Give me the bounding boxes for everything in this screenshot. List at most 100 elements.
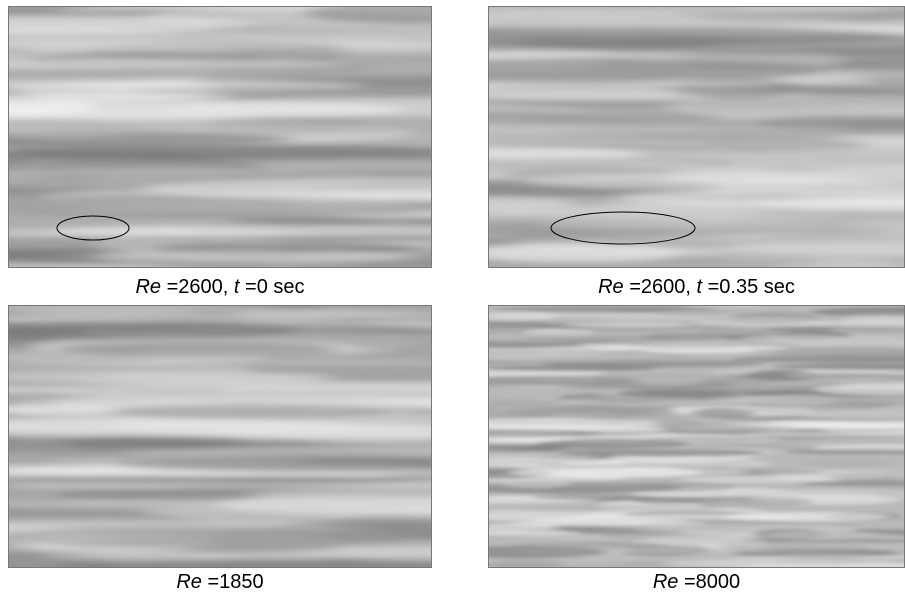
streak xyxy=(493,306,715,313)
streak xyxy=(488,347,627,355)
streak xyxy=(731,555,905,560)
streak xyxy=(640,389,798,397)
streak xyxy=(138,178,432,201)
caption-part: =2600, xyxy=(161,276,234,298)
streak xyxy=(655,309,735,317)
streak xyxy=(724,512,891,522)
streak xyxy=(571,482,738,492)
streak xyxy=(8,526,419,548)
caption-part: Re xyxy=(653,571,679,593)
streak xyxy=(638,141,881,151)
streak xyxy=(8,145,432,161)
streak xyxy=(501,479,572,488)
streak xyxy=(700,317,855,322)
streak xyxy=(666,441,781,448)
highlight-ellipse xyxy=(550,211,696,245)
streak xyxy=(225,216,432,224)
streak xyxy=(821,422,905,435)
streak xyxy=(125,86,432,96)
streak xyxy=(8,455,313,465)
flow-image xyxy=(8,305,432,568)
streak xyxy=(726,541,905,548)
streak xyxy=(742,432,905,437)
streak xyxy=(507,406,677,418)
streak xyxy=(569,514,796,520)
streak xyxy=(8,475,420,485)
streak xyxy=(15,308,198,316)
streak xyxy=(521,335,628,341)
caption-part: Re xyxy=(135,276,161,298)
caption-part: =0.35 sec xyxy=(702,276,795,298)
streaks xyxy=(8,305,432,568)
flow-image xyxy=(488,305,905,568)
streak xyxy=(46,224,432,237)
streak xyxy=(736,406,875,414)
streak xyxy=(488,123,652,138)
streak xyxy=(753,115,905,131)
streak xyxy=(488,546,609,558)
caption-part: =8000 xyxy=(678,571,740,593)
streak xyxy=(488,245,730,258)
streak xyxy=(643,436,825,442)
streak xyxy=(8,95,95,116)
streak xyxy=(614,188,905,206)
streak xyxy=(635,376,705,386)
streak xyxy=(8,100,405,120)
panel-caption: Re =1850 xyxy=(176,571,263,593)
streak xyxy=(207,424,432,440)
streak xyxy=(642,332,735,341)
caption-part: t xyxy=(234,276,241,298)
streak xyxy=(539,14,830,30)
streak xyxy=(679,475,842,484)
streak xyxy=(765,530,877,540)
streak xyxy=(752,467,905,476)
streak xyxy=(488,428,603,438)
streak xyxy=(8,31,336,52)
streak xyxy=(8,59,348,70)
streak xyxy=(488,58,824,83)
streaks xyxy=(8,6,432,268)
streak xyxy=(488,146,646,161)
streak xyxy=(109,404,398,419)
streak xyxy=(813,383,905,396)
streak xyxy=(735,497,814,506)
streak xyxy=(508,467,702,479)
streak xyxy=(639,340,742,350)
streak xyxy=(488,197,575,210)
flow-image xyxy=(488,6,905,268)
streak xyxy=(800,480,905,487)
panel-caption: Re =8000 xyxy=(653,571,740,593)
streak xyxy=(8,239,164,250)
caption-part: t xyxy=(697,276,704,298)
streak xyxy=(60,435,252,450)
streak xyxy=(771,363,905,370)
streaks xyxy=(488,305,905,568)
streak xyxy=(643,535,750,543)
streak xyxy=(771,448,905,455)
streak xyxy=(523,171,905,191)
streak xyxy=(31,92,234,102)
streak xyxy=(560,448,763,457)
streak xyxy=(803,459,892,469)
streak xyxy=(488,311,558,321)
streak xyxy=(532,494,661,501)
streak xyxy=(488,342,586,348)
streak xyxy=(8,362,255,376)
streak xyxy=(8,319,303,341)
panel-caption: Re =2600, t =0 sec xyxy=(135,276,304,298)
streak xyxy=(537,356,711,363)
streak xyxy=(596,458,725,465)
streak xyxy=(8,118,144,139)
streak xyxy=(760,397,905,403)
caption-part: =1850 xyxy=(202,571,264,593)
streak xyxy=(488,526,566,536)
streak xyxy=(8,405,123,414)
streak xyxy=(723,372,905,380)
streak xyxy=(531,36,905,55)
streak xyxy=(55,342,341,358)
highlight-ellipse xyxy=(56,215,130,241)
streak xyxy=(55,558,432,568)
streaks xyxy=(488,6,905,268)
streak xyxy=(8,195,432,218)
streak xyxy=(488,417,661,430)
